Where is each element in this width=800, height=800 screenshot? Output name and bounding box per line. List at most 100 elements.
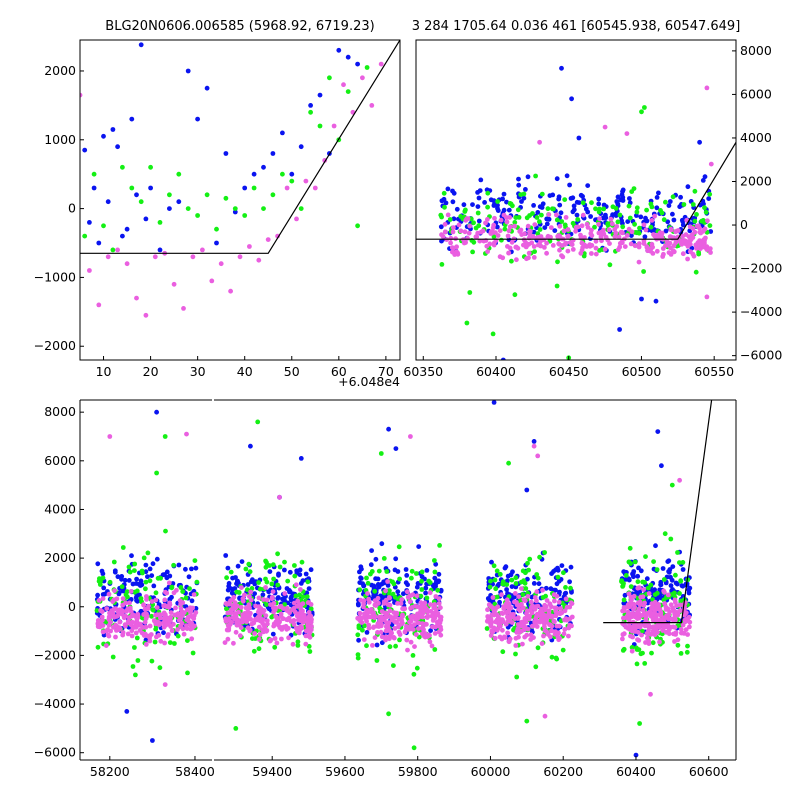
data-point xyxy=(152,639,158,645)
data-point xyxy=(227,601,232,607)
data-point xyxy=(449,245,455,251)
data-point xyxy=(224,575,230,581)
data-point xyxy=(548,622,553,628)
data-point xyxy=(626,576,632,582)
data-point xyxy=(520,641,525,647)
data-point xyxy=(263,576,268,582)
data-point xyxy=(544,250,549,256)
data-point xyxy=(637,721,642,726)
data-point xyxy=(539,212,544,218)
data-point xyxy=(465,216,471,222)
data-point xyxy=(271,623,277,629)
data-point xyxy=(515,207,521,213)
data-point xyxy=(96,624,101,629)
data-point xyxy=(563,240,569,246)
data-point xyxy=(649,650,654,656)
data-point xyxy=(516,176,521,182)
title-left: BLG20N0606.006585 (5968.92, 6719.23) xyxy=(105,19,374,34)
data-point xyxy=(690,202,696,207)
data-point xyxy=(648,691,653,697)
data-point xyxy=(387,602,393,608)
data-point xyxy=(508,572,514,578)
data-point xyxy=(162,597,168,603)
data-point xyxy=(544,216,550,222)
data-point xyxy=(584,221,590,227)
data-point xyxy=(282,591,288,596)
data-point xyxy=(500,581,506,587)
data-point xyxy=(178,601,184,607)
data-point xyxy=(509,577,515,583)
data-point xyxy=(622,592,628,598)
data-point xyxy=(277,494,282,500)
axes-frame xyxy=(415,39,737,361)
data-point xyxy=(214,240,219,246)
data-point xyxy=(391,635,397,641)
data-point xyxy=(176,199,182,205)
data-point xyxy=(110,654,116,660)
data-point xyxy=(404,637,410,643)
data-point xyxy=(534,589,540,595)
data-point xyxy=(186,574,192,580)
data-point xyxy=(248,589,254,595)
data-point xyxy=(634,205,640,211)
data-point xyxy=(288,619,294,624)
data-point xyxy=(542,245,547,250)
data-point xyxy=(267,569,273,574)
data-point xyxy=(542,607,548,613)
data-point xyxy=(588,214,593,219)
data-point xyxy=(145,606,151,611)
data-point xyxy=(379,541,385,547)
data-point xyxy=(643,554,648,559)
data-point xyxy=(530,234,536,239)
data-point xyxy=(554,176,560,182)
data-point xyxy=(558,210,564,216)
data-point xyxy=(677,602,683,608)
data-point xyxy=(110,599,116,604)
data-point xyxy=(668,536,674,542)
data-point xyxy=(141,555,147,561)
data-point xyxy=(306,586,312,591)
data-point xyxy=(341,82,346,88)
x-tick-label: 70 xyxy=(378,364,394,379)
data-point xyxy=(708,250,713,255)
data-point xyxy=(421,609,426,614)
data-point xyxy=(528,599,534,605)
data-point xyxy=(129,553,134,559)
data-point xyxy=(481,238,487,244)
data-point xyxy=(537,554,542,560)
data-point xyxy=(192,558,198,563)
data-point xyxy=(470,249,475,255)
data-point xyxy=(361,637,367,642)
data-point xyxy=(447,217,453,222)
data-point xyxy=(433,561,439,567)
data-point xyxy=(242,213,248,218)
data-point xyxy=(134,621,139,627)
data-point xyxy=(277,607,283,613)
data-point xyxy=(169,584,175,590)
data-point xyxy=(672,625,678,630)
data-point xyxy=(593,238,599,244)
data-point xyxy=(506,250,512,256)
data-point xyxy=(230,597,235,602)
data-point xyxy=(167,640,173,645)
data-point xyxy=(230,615,236,620)
data-point xyxy=(105,199,111,205)
data-point xyxy=(641,222,647,228)
data-point xyxy=(513,643,519,648)
data-point xyxy=(185,68,191,74)
data-point xyxy=(693,269,699,275)
data-point xyxy=(253,603,259,609)
data-point xyxy=(242,185,248,191)
data-point xyxy=(96,598,102,603)
data-point xyxy=(707,191,713,197)
data-point xyxy=(240,598,246,604)
data-point xyxy=(534,598,539,604)
data-point xyxy=(162,434,168,439)
data-point xyxy=(101,133,106,139)
data-point xyxy=(278,614,284,619)
data-point xyxy=(634,645,639,651)
data-point xyxy=(364,575,369,581)
data-point xyxy=(427,639,433,645)
data-point xyxy=(111,624,116,630)
data-point xyxy=(573,224,579,230)
